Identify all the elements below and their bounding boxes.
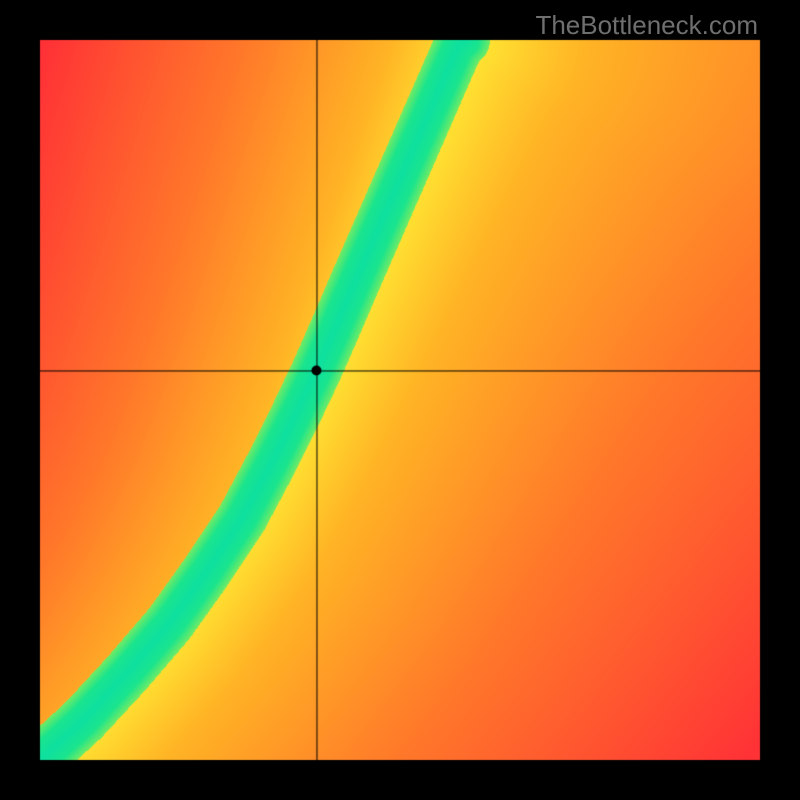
watermark-text: TheBottleneck.com <box>535 10 758 41</box>
bottleneck-heatmap <box>0 0 800 800</box>
